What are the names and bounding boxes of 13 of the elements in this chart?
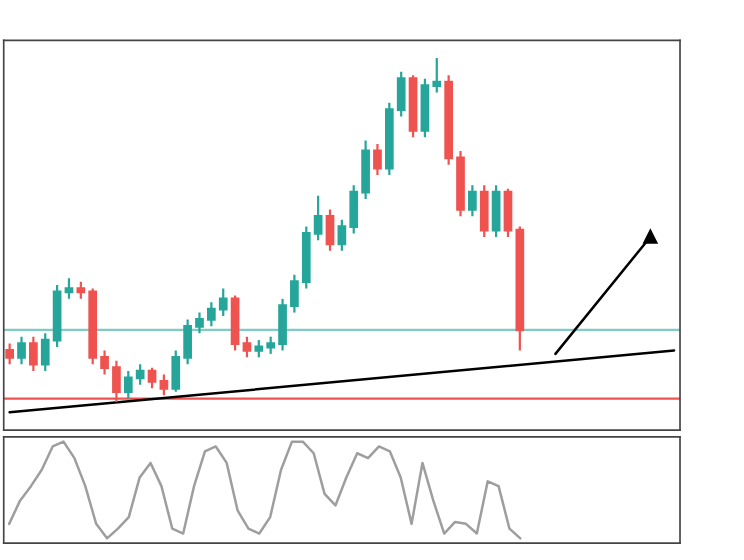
candlestick: [230, 294, 240, 352]
candlestick: [17, 335, 26, 366]
candlestick: [64, 277, 74, 300]
candlestick: [147, 366, 157, 390]
candlestick: [479, 184, 489, 239]
candlestick: [5, 342, 15, 366]
candlestick: [159, 373, 169, 397]
candlestick: [491, 184, 501, 239]
candlestick: [242, 335, 252, 359]
candlestick: [373, 142, 382, 177]
candlestick: [325, 208, 335, 252]
candlestick: [468, 184, 477, 218]
candlestick: [29, 335, 38, 373]
